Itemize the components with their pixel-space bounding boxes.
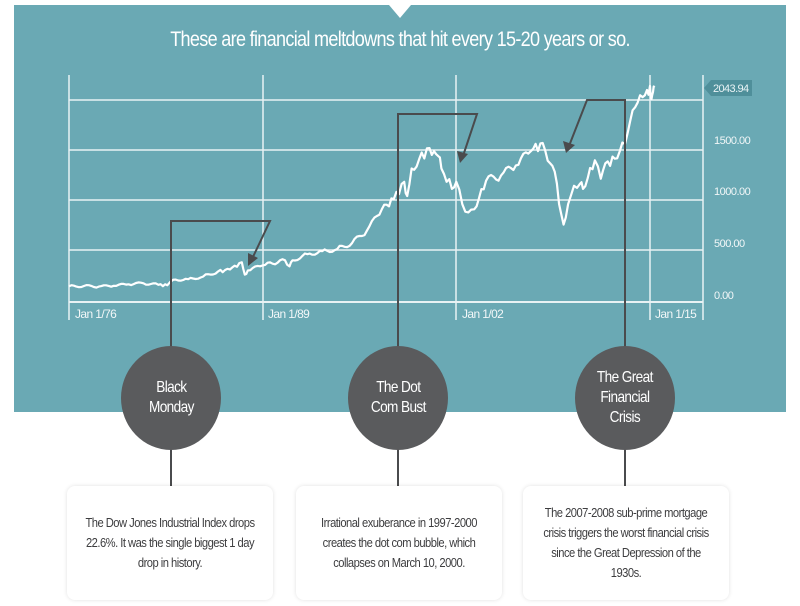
event-title-line: The Dot bbox=[375, 379, 421, 396]
event-title-line: Black bbox=[155, 379, 187, 396]
arrowhead-icon bbox=[248, 253, 258, 266]
notch-pointer bbox=[389, 5, 411, 18]
connector-black-monday bbox=[170, 220, 272, 350]
event-circle-financial-crisis: The Great Financial Crisis bbox=[575, 346, 675, 450]
y-tick-label: 1000.00 bbox=[714, 186, 751, 198]
chart-title: These are financial meltdowns that hit e… bbox=[170, 28, 630, 51]
event-title-line: Crisis bbox=[609, 409, 641, 426]
connector-financial-crisis bbox=[568, 99, 626, 350]
x-tick-label: Jan 1/02 bbox=[462, 307, 504, 321]
event-title-line: Com Bust bbox=[370, 399, 427, 416]
current-value-label: 2043.94 bbox=[713, 83, 749, 95]
current-value-tag bbox=[704, 80, 752, 96]
event-circle-dot-com: The Dot Com Bust bbox=[348, 346, 448, 450]
arrowhead-icon bbox=[457, 151, 468, 163]
connector-dot-com bbox=[397, 113, 479, 350]
event-title-line: Financial bbox=[600, 389, 650, 406]
x-tick-label: Jan 1/76 bbox=[75, 307, 117, 321]
x-tick-label: Jan 1/89 bbox=[268, 307, 310, 321]
x-tick-label: Jan 1/15 bbox=[655, 307, 697, 321]
event-title-line: Monday bbox=[148, 399, 194, 416]
chart-panel bbox=[14, 5, 786, 412]
event-description-box: The Dow Jones Industrial Index drops 22.… bbox=[67, 486, 273, 600]
y-tick-label: 1500.00 bbox=[714, 135, 751, 147]
event-description-box: Irrational exuberance in 1997-2000 creat… bbox=[296, 486, 502, 600]
event-title-line: The Great bbox=[597, 369, 653, 386]
arrowhead-icon bbox=[563, 141, 575, 153]
event-description-box: The 2007-2008 sub-prime mortgage crisis … bbox=[523, 486, 729, 600]
event-description: Irrational exuberance in 1997-2000 creat… bbox=[321, 515, 477, 570]
y-tick-label: 500.00 bbox=[714, 238, 745, 250]
event-description: The 2007-2008 sub-prime mortgage crisis … bbox=[543, 505, 709, 580]
y-tick-label: 0.00 bbox=[714, 290, 734, 302]
series-line bbox=[68, 84, 656, 289]
event-circle-black-monday: Black Monday bbox=[121, 346, 221, 450]
event-description: The Dow Jones Industrial Index drops 22.… bbox=[85, 515, 255, 570]
